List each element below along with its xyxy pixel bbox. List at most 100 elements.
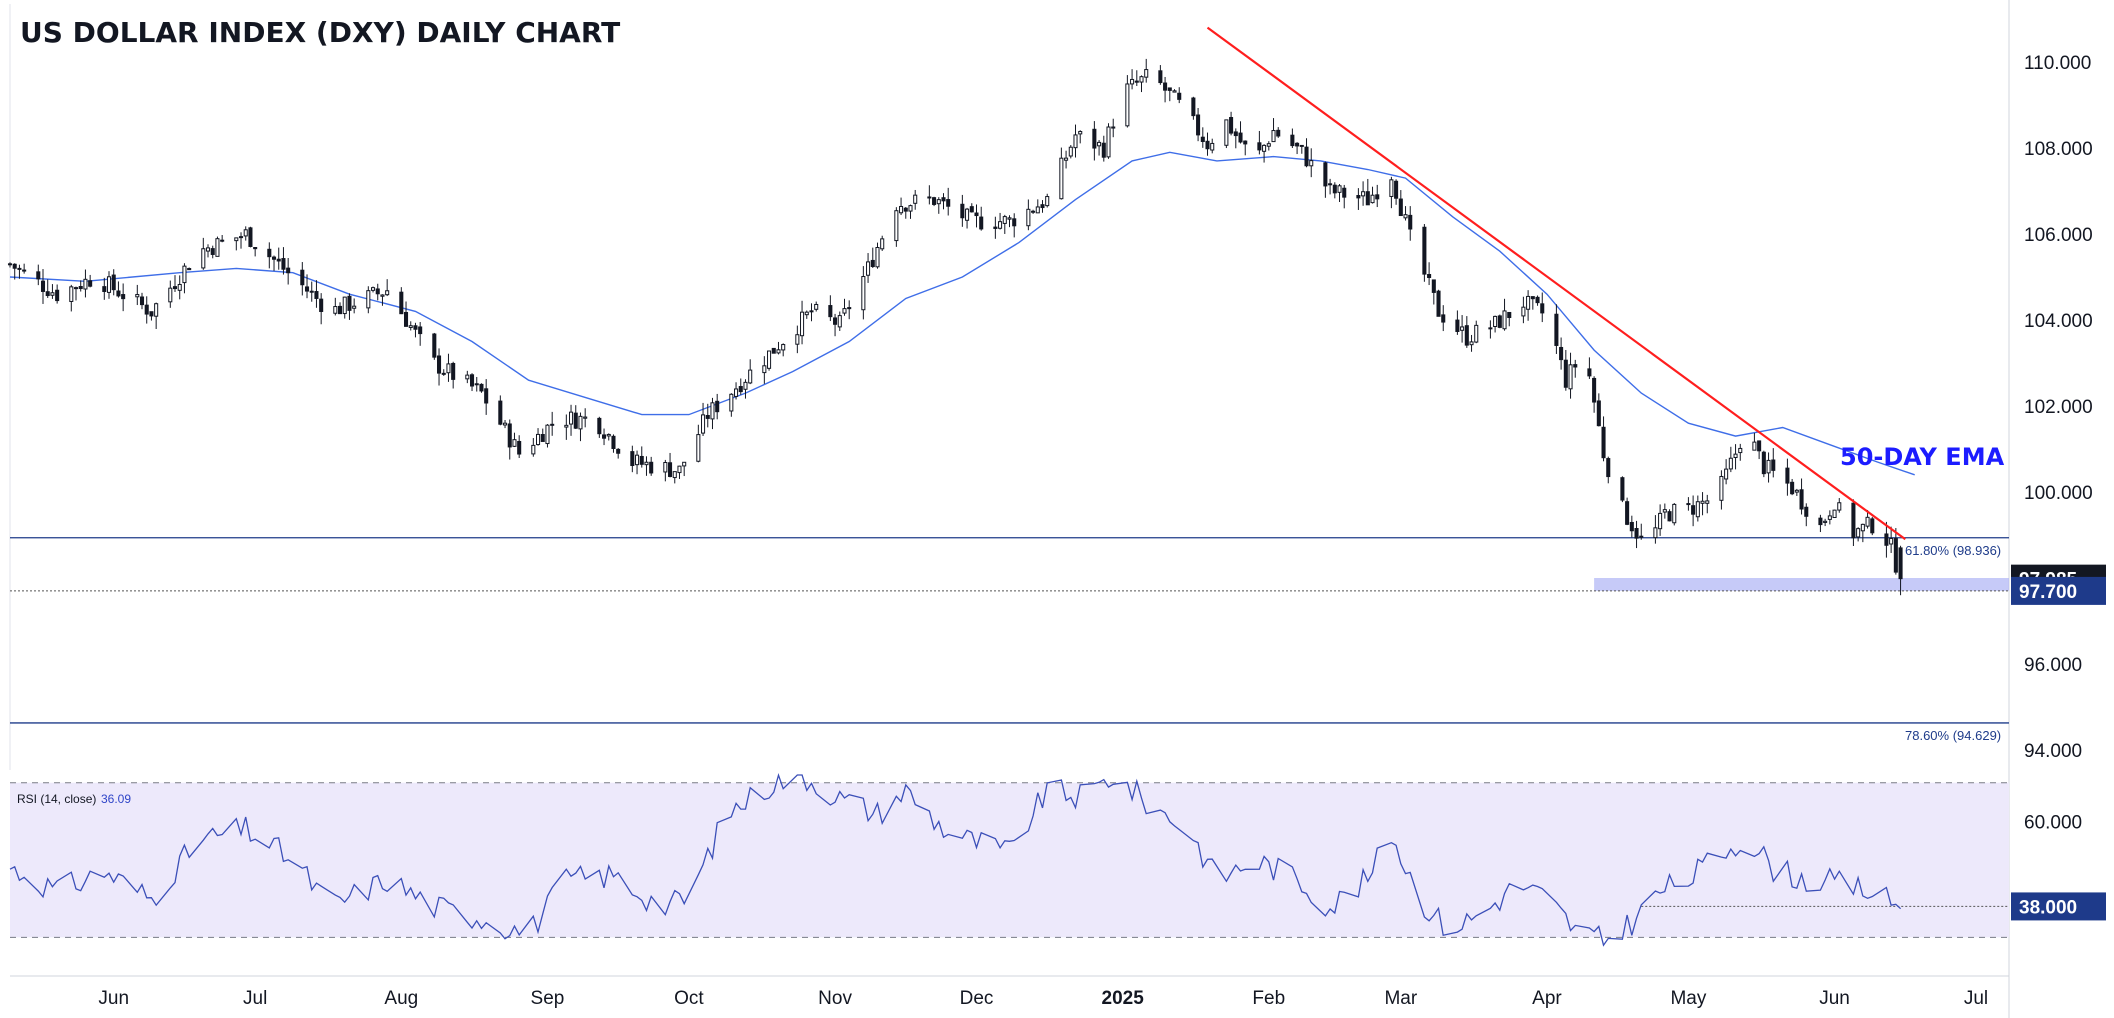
- candle: [243, 226, 248, 241]
- candle-body: [1398, 198, 1403, 217]
- candle: [1431, 279, 1436, 305]
- candle-body: [121, 294, 126, 300]
- candle: [1865, 509, 1870, 529]
- candle: [1243, 140, 1248, 156]
- candle-body: [116, 290, 121, 297]
- candle: [993, 216, 998, 239]
- candle-body: [1309, 160, 1314, 167]
- candle-body: [177, 283, 182, 291]
- candle: [1403, 206, 1408, 221]
- candle-body: [1422, 226, 1427, 275]
- candle: [1488, 320, 1493, 339]
- candle-body: [1455, 319, 1460, 332]
- price-tick-label: 104.000: [2024, 311, 2093, 332]
- candle: [342, 296, 347, 319]
- candle: [1785, 458, 1790, 496]
- candle: [677, 465, 682, 479]
- candle: [1304, 138, 1309, 168]
- candle-body: [762, 365, 767, 374]
- candle-body: [1559, 346, 1564, 361]
- candle: [1639, 523, 1644, 540]
- candle-body: [403, 311, 409, 327]
- candle: [1526, 290, 1531, 321]
- candle-body: [1757, 440, 1762, 452]
- candle: [663, 459, 668, 482]
- candle: [1568, 352, 1573, 399]
- price-tags: 97.98597.700: [2011, 564, 2106, 605]
- candle-body: [342, 296, 347, 315]
- candle-body: [172, 286, 178, 290]
- candle-body: [12, 263, 17, 269]
- candle: [55, 284, 60, 304]
- candle-body: [998, 221, 1003, 229]
- candle: [762, 356, 767, 384]
- candle-body: [545, 424, 550, 445]
- candle: [927, 185, 932, 205]
- candle: [1733, 444, 1738, 470]
- rsi-marker-label: 38.000: [2019, 897, 2077, 918]
- time-tick-label: Nov: [818, 988, 852, 1009]
- candle-body: [408, 325, 413, 328]
- candle-body: [271, 256, 277, 260]
- candle: [399, 287, 404, 315]
- candle-body: [45, 291, 50, 297]
- candle: [809, 303, 814, 322]
- candle: [1177, 87, 1182, 104]
- candle: [1370, 186, 1375, 204]
- candle: [639, 446, 644, 468]
- candle: [866, 253, 871, 283]
- candle-body: [1629, 521, 1634, 532]
- candle-body: [569, 411, 574, 425]
- candle: [201, 237, 206, 270]
- candle-body: [946, 199, 951, 207]
- candle-body: [663, 462, 668, 473]
- candle: [1823, 518, 1828, 527]
- candle: [479, 383, 484, 393]
- candle-body: [1460, 326, 1465, 331]
- candle-body: [800, 311, 805, 337]
- candle: [1790, 478, 1795, 496]
- rsi-legend-label: RSI (14, close): [17, 792, 96, 806]
- candle: [1705, 494, 1710, 514]
- candle-body: [776, 349, 781, 354]
- candle: [253, 247, 258, 257]
- candle-body: [479, 383, 484, 392]
- candle: [1837, 498, 1842, 513]
- candle-body: [1662, 509, 1667, 513]
- candle: [1361, 181, 1366, 206]
- candle-body: [837, 315, 842, 328]
- candle: [1365, 178, 1370, 206]
- candle-body: [1639, 535, 1644, 538]
- candle-body: [1865, 516, 1870, 527]
- candle-body: [1323, 162, 1328, 187]
- candle: [781, 343, 786, 357]
- candle: [1441, 305, 1446, 332]
- candle-body: [583, 416, 588, 419]
- candle: [1653, 515, 1658, 544]
- candle: [1134, 70, 1139, 86]
- candle: [1078, 130, 1083, 144]
- candle-body: [111, 274, 116, 291]
- candle: [804, 310, 809, 319]
- candle-body: [1898, 547, 1903, 580]
- candle-body: [470, 374, 475, 387]
- candle: [564, 414, 569, 440]
- candle: [1898, 545, 1903, 596]
- candle-body: [446, 363, 451, 374]
- candle-body: [182, 265, 187, 284]
- candle: [583, 408, 588, 428]
- candle: [1724, 459, 1729, 485]
- candle-body: [1389, 179, 1394, 197]
- chart-title: US DOLLAR INDEX (DXY) DAILY CHART: [20, 16, 620, 49]
- candle-body: [1361, 191, 1366, 197]
- candle-body: [804, 311, 809, 316]
- candle-body: [861, 276, 866, 311]
- candle: [903, 206, 908, 219]
- candle-body: [215, 238, 220, 257]
- candle: [1771, 448, 1776, 478]
- candle: [979, 206, 984, 231]
- candle: [644, 456, 649, 476]
- candle-body: [370, 287, 376, 291]
- candle: [578, 412, 583, 442]
- candle: [304, 274, 310, 299]
